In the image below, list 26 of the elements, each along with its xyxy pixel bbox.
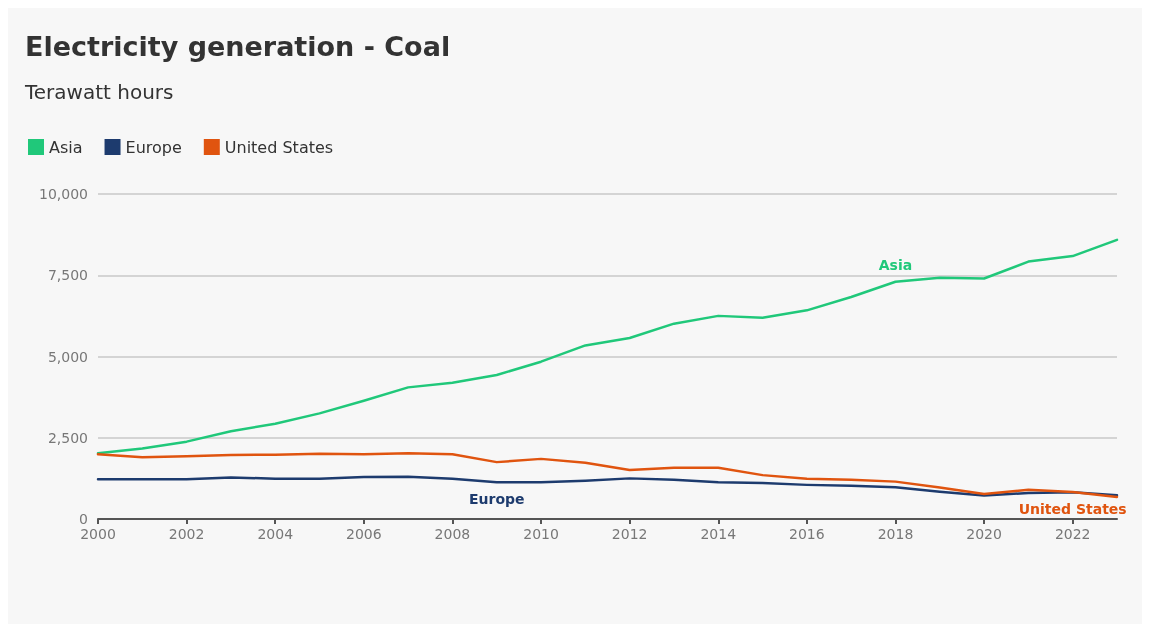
legend-label: United States — [224, 137, 334, 157]
x-tick-label: 2022 — [1054, 526, 1091, 542]
legend-label: Europe — [125, 137, 182, 157]
x-tick-label: 2014 — [700, 526, 737, 542]
y-tick-label: 5,000 — [47, 348, 88, 365]
x-tick-label: 2008 — [434, 526, 471, 542]
x-tick-label: 2016 — [789, 526, 825, 542]
y-tick-label: 10,000 — [39, 186, 88, 202]
chart-subtitle: Terawatt hours — [24, 80, 174, 104]
line-series — [96, 238, 1119, 455]
text: Asia — [878, 256, 913, 273]
x-tick-label: 2012 — [611, 526, 648, 542]
text: Europe — [468, 491, 525, 508]
y-tick-label: 2,500 — [47, 429, 88, 446]
x-tick-label: 2010 — [523, 526, 559, 542]
legend-label: Asia — [49, 137, 83, 157]
chart-title: Electricity generation - Coal — [25, 31, 451, 62]
x-tick-label: 2004 — [257, 526, 294, 542]
x-tick-label: 2020 — [966, 526, 1002, 542]
y-tick-label: 7,500 — [47, 267, 88, 284]
text: United States — [1018, 501, 1127, 518]
x-tick-label: 2002 — [168, 526, 205, 542]
y-tick-label: 0 — [79, 511, 88, 527]
x-tick-label: 2018 — [877, 526, 914, 542]
x-tick-label: 2000 — [80, 526, 116, 542]
x-tick-label: 2006 — [346, 526, 382, 542]
